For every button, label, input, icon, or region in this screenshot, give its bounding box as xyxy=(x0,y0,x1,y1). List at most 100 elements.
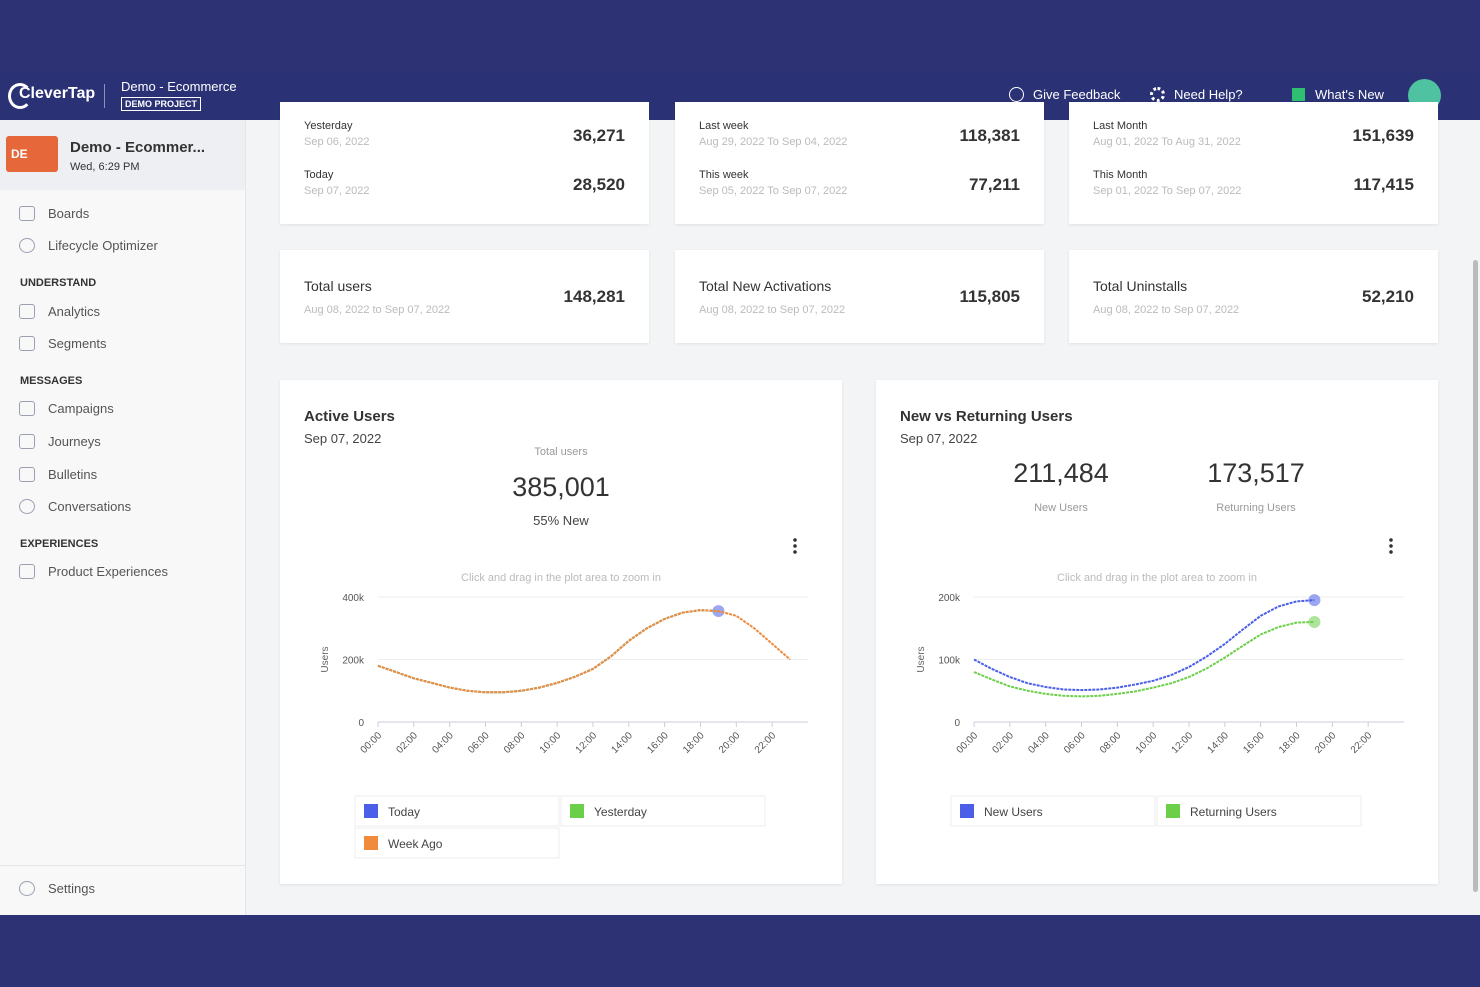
x-tick-label: 06:00 xyxy=(1062,730,1088,756)
help-icon xyxy=(1150,87,1165,102)
nav-item[interactable]: Conversations xyxy=(48,499,132,514)
account-time: Wed, 6:29 PM xyxy=(70,161,140,173)
total-range: Aug 08, 2022 to Sep 07, 2022 xyxy=(1093,304,1240,316)
x-tick-label: 06:00 xyxy=(466,730,492,756)
period-range: Sep 06, 2022 xyxy=(304,136,370,148)
x-tick-label: 20:00 xyxy=(717,730,743,756)
y-tick-label: 200k xyxy=(938,593,961,604)
x-tick-label: 08:00 xyxy=(1098,730,1124,756)
period-label: This week xyxy=(699,169,749,181)
legend-swatch xyxy=(364,804,378,818)
legend-swatch xyxy=(1166,804,1180,818)
total-range: Aug 08, 2022 to Sep 07, 2022 xyxy=(699,304,846,316)
legend-box xyxy=(950,795,1156,827)
x-tick-label: 12:00 xyxy=(574,730,600,756)
nav-item[interactable]: Campaigns xyxy=(48,401,114,416)
x-tick-label: 16:00 xyxy=(645,730,671,756)
menu-dots[interactable] xyxy=(1389,537,1393,555)
action-link[interactable]: What's New xyxy=(1315,87,1384,102)
total-title: Total users xyxy=(304,278,372,294)
total-value: 52,210 xyxy=(1362,287,1414,306)
period-range: Sep 07, 2022 xyxy=(304,185,370,197)
x-tick-label: 02:00 xyxy=(394,730,420,756)
legend-label: New Users xyxy=(984,805,1043,819)
x-tick-label: 14:00 xyxy=(1205,730,1231,756)
nav-item[interactable]: Journeys xyxy=(48,434,101,449)
x-tick-label: 04:00 xyxy=(1026,730,1052,756)
period-value: 77,211 xyxy=(968,175,1020,194)
total-value: 115,805 xyxy=(959,287,1020,306)
chart-date: Sep 07, 2022 xyxy=(900,431,978,446)
end-marker xyxy=(1308,594,1321,607)
nav-icon xyxy=(19,304,35,319)
nav-item[interactable]: Bulletins xyxy=(48,467,98,482)
series-line xyxy=(377,609,719,694)
period-label: Last week xyxy=(699,120,749,132)
stat-value: 211,484 xyxy=(1013,458,1109,488)
series-line xyxy=(973,621,1315,698)
sidebar: DE Demo - Ecommer... Wed, 6:29 PM Boards… xyxy=(0,120,246,915)
stat-note: 55% New xyxy=(533,513,589,528)
legend-swatch xyxy=(960,804,974,818)
legend-swatch xyxy=(570,804,584,818)
x-tick-label: 12:00 xyxy=(1170,730,1196,756)
x-tick-label: 08:00 xyxy=(502,730,528,756)
period-value: 151,639 xyxy=(1352,126,1414,145)
stat-label: Returning Users xyxy=(1216,502,1296,514)
period-value: 118,381 xyxy=(959,126,1020,145)
total-card: Total Uninstalls Aug 08, 2022 to Sep 07, … xyxy=(1069,250,1438,343)
app: CleverTap Demo - Ecommerce DEMO PROJECT … xyxy=(0,72,1480,915)
x-tick-label: 02:00 xyxy=(990,730,1016,756)
nav-icon xyxy=(19,564,35,579)
stat-label: Total users xyxy=(534,446,588,458)
series-line xyxy=(973,599,1315,692)
period-card: Last Month Aug 01, 2022 To Aug 31, 2022 15… xyxy=(1069,102,1438,224)
project-badge: DEMO PROJECT xyxy=(121,97,202,111)
y-tick-label: 200k xyxy=(342,656,365,667)
gift-icon xyxy=(1292,88,1305,101)
y-tick-label: 0 xyxy=(358,718,364,729)
menu-dots[interactable] xyxy=(793,537,797,555)
period-value: 28,520 xyxy=(573,175,625,194)
nav-item[interactable]: Product Experiences xyxy=(48,564,168,579)
chart-card: New vs Returning Users Sep 07, 2022 211,48… xyxy=(876,380,1438,884)
scrollbar xyxy=(1473,260,1478,892)
nav-item[interactable]: Analytics xyxy=(48,304,101,319)
x-tick-label: 20:00 xyxy=(1313,730,1339,756)
period-value: 36,271 xyxy=(573,126,625,145)
nav-icon xyxy=(19,499,35,514)
period-range: Aug 29, 2022 To Sep 04, 2022 xyxy=(699,136,848,148)
nav-item[interactable]: Boards xyxy=(48,206,90,221)
action-link[interactable]: Need Help? xyxy=(1174,87,1243,102)
action-link[interactable]: Give Feedback xyxy=(1033,87,1121,102)
y-tick-label: 400k xyxy=(342,593,365,604)
nav-item[interactable]: Settings xyxy=(48,881,95,896)
logo-mark xyxy=(8,83,32,109)
project-name[interactable]: Demo - Ecommerce xyxy=(121,79,237,94)
series-line xyxy=(377,609,719,694)
nav-item[interactable]: Segments xyxy=(48,336,107,351)
period-value: 117,415 xyxy=(1353,175,1414,194)
chart-title: Active Users xyxy=(304,408,395,425)
nav-section: UNDERSTAND xyxy=(20,277,97,289)
period-label: Yesterday xyxy=(304,120,353,132)
logo[interactable]: CleverTap xyxy=(19,85,96,102)
nav-icon xyxy=(19,434,35,449)
x-tick-label: 14:00 xyxy=(609,730,635,756)
chart-hint: Click and drag in the plot area to zoom … xyxy=(1057,572,1257,584)
chart-card: Active Users Sep 07, 2022 Total users 385,0… xyxy=(280,380,842,884)
period-card: Last week Aug 29, 2022 To Sep 04, 2022 118… xyxy=(675,102,1044,224)
stat-value: 173,517 xyxy=(1207,458,1305,488)
divider xyxy=(104,84,105,108)
period-label: This Month xyxy=(1093,169,1148,181)
x-tick-label: 16:00 xyxy=(1241,730,1267,756)
x-tick-label: 00:00 xyxy=(359,730,385,756)
nav-item[interactable]: Lifecycle Optimizer xyxy=(48,238,158,253)
legend-label: Returning Users xyxy=(1190,805,1277,819)
total-title: Total Uninstalls xyxy=(1093,278,1188,294)
x-tick-label: 22:00 xyxy=(753,730,779,756)
legend-label: Yesterday xyxy=(594,805,647,819)
x-tick-label: 18:00 xyxy=(681,730,707,756)
total-value: 148,281 xyxy=(563,287,625,306)
nav-icon xyxy=(19,881,35,896)
